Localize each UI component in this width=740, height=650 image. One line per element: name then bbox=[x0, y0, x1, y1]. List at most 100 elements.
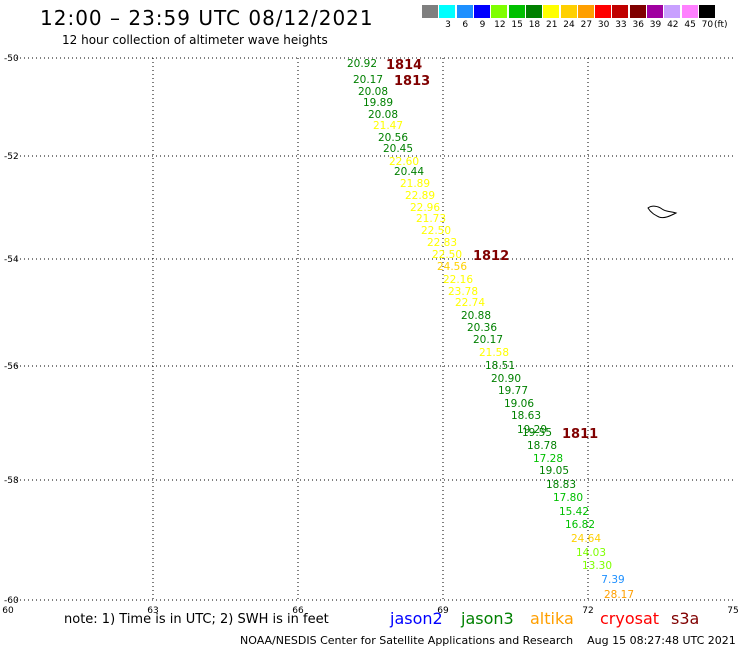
scale-swatch: 12 bbox=[491, 5, 509, 30]
color-scale-unit: (ft) bbox=[714, 20, 728, 30]
lat-label: -52 bbox=[4, 152, 19, 162]
swh-value: 24.64 bbox=[571, 533, 601, 545]
scale-label: 24 bbox=[563, 20, 575, 30]
scale-label: 18 bbox=[528, 20, 541, 30]
swh-value: 19.55 bbox=[522, 427, 552, 439]
scale-label: 39 bbox=[649, 20, 662, 30]
lat-label: -58 bbox=[4, 476, 19, 486]
swh-value: 20.17 bbox=[473, 334, 503, 346]
scale-swatch: 24 bbox=[560, 5, 578, 30]
color-scale-legend: 3 6 9 12 15 18 21 24 27 30 33 36 39 42 45 70 bbox=[422, 5, 716, 30]
scale-swatch: 30 bbox=[595, 5, 613, 30]
swh-value: 22.89 bbox=[405, 190, 435, 202]
swh-value: 18.78 bbox=[527, 440, 557, 452]
scale-label: 30 bbox=[597, 20, 610, 30]
scale-label: 42 bbox=[667, 20, 679, 30]
credit-line: NOAA/NESDIS Center for Satellite Applica… bbox=[240, 634, 736, 647]
swh-value: 7.39 bbox=[601, 574, 624, 586]
scale-label: 70 bbox=[701, 20, 714, 30]
swh-value: 19.29 bbox=[517, 424, 547, 436]
swh-value: 20.45 bbox=[383, 143, 413, 155]
scale-label: 15 bbox=[511, 20, 523, 30]
swh-value: 21.73 bbox=[416, 213, 446, 225]
swh-value: 20.88 bbox=[461, 310, 491, 322]
lat-label: -60 bbox=[4, 596, 19, 606]
swh-value: 14.03 bbox=[576, 547, 606, 559]
lat-label: -54 bbox=[4, 255, 19, 265]
swh-value: 22.83 bbox=[427, 237, 457, 249]
swh-value: 23.78 bbox=[448, 286, 478, 298]
lon-label: 63 bbox=[147, 606, 158, 616]
scale-label: 21 bbox=[546, 20, 558, 30]
lon-label: 72 bbox=[582, 606, 593, 616]
lon-label: 75 bbox=[727, 606, 738, 616]
swh-value: 20.90 bbox=[491, 373, 521, 385]
scale-label: 36 bbox=[632, 20, 644, 30]
page-subtitle: 12 hour collection of altimeter wave hei… bbox=[62, 33, 328, 47]
scale-label: 12 bbox=[494, 20, 506, 30]
pass-label: 1811 bbox=[562, 427, 598, 442]
scale-swatch: 36 bbox=[629, 5, 647, 30]
swh-value: 19.05 bbox=[539, 465, 569, 477]
lon-label: 69 bbox=[437, 606, 449, 616]
swh-value: 16.82 bbox=[565, 519, 595, 531]
swh-value: 13.30 bbox=[582, 560, 612, 572]
lon-label: 66 bbox=[292, 606, 304, 616]
scale-swatch: 18 bbox=[525, 5, 543, 30]
swh-value: 15.42 bbox=[559, 506, 589, 518]
lat-label: -56 bbox=[4, 362, 19, 372]
swh-value: 22.16 bbox=[443, 274, 473, 286]
footer-note: note: 1) Time is in UTC; 2) SWH is in fe… bbox=[64, 612, 329, 627]
scale-label: 33 bbox=[615, 20, 627, 30]
scale-swatch: 9 bbox=[474, 5, 492, 30]
swh-value: 18.63 bbox=[511, 410, 541, 422]
observations: 20.9220.1720.0819.8920.0821.4720.5620.45… bbox=[347, 58, 634, 601]
scale-swatch bbox=[422, 5, 440, 30]
swh-value: 20.92 bbox=[347, 58, 377, 70]
scale-label: 45 bbox=[684, 20, 696, 30]
scale-swatch: 45 bbox=[681, 5, 699, 30]
satellite-s3a: s3a bbox=[671, 609, 700, 628]
scale-swatch: 33 bbox=[612, 5, 630, 30]
island-outline bbox=[647, 205, 678, 219]
graticule bbox=[16, 57, 733, 601]
swh-value: 22.50 bbox=[421, 225, 451, 237]
swh-value: 22.74 bbox=[455, 297, 485, 309]
satellite-jason3: jason3 bbox=[461, 609, 514, 628]
swh-value: 17.28 bbox=[533, 453, 563, 465]
page-title: 12:00 – 23:59 UTC 08/12/2021 bbox=[40, 6, 374, 30]
lat-label: -50 bbox=[4, 54, 19, 64]
swh-value: 20.08 bbox=[358, 86, 388, 98]
pass-label: 1813 bbox=[394, 74, 430, 89]
pass-label: 1814 bbox=[386, 58, 422, 73]
scale-swatch: 21 bbox=[543, 5, 561, 30]
swh-value: 20.44 bbox=[394, 166, 424, 178]
swh-value: 22.60 bbox=[389, 156, 419, 168]
swh-value: 24.56 bbox=[437, 261, 467, 273]
scale-label: 3 bbox=[445, 20, 451, 30]
scale-swatch: 39 bbox=[647, 5, 664, 30]
scale-label: 9 bbox=[479, 20, 486, 30]
scale-swatch: 3 bbox=[439, 5, 457, 30]
scale-label: 6 bbox=[462, 20, 469, 30]
satellite-altika: altika bbox=[530, 609, 574, 628]
swh-value: 21.89 bbox=[400, 178, 430, 190]
satellite-jason2: jason2 bbox=[390, 609, 443, 628]
swh-value: 18.51 bbox=[485, 360, 515, 372]
scale-swatch: 27 bbox=[577, 5, 595, 30]
swh-value: 19.89 bbox=[363, 97, 393, 109]
scale-swatch: 15 bbox=[508, 5, 526, 30]
scale-label: 27 bbox=[580, 20, 593, 30]
swh-value: 17.80 bbox=[553, 492, 583, 504]
scale-swatch: 42 bbox=[664, 5, 682, 30]
lon-label: 60 bbox=[2, 606, 14, 616]
scale-swatch: 6 bbox=[456, 5, 474, 30]
scale-swatch: 70 bbox=[698, 5, 716, 30]
swh-value: 22.96 bbox=[410, 202, 440, 214]
swh-value: 19.77 bbox=[498, 385, 528, 397]
swh-value: 20.56 bbox=[378, 132, 408, 144]
swh-value: 20.08 bbox=[368, 109, 398, 121]
